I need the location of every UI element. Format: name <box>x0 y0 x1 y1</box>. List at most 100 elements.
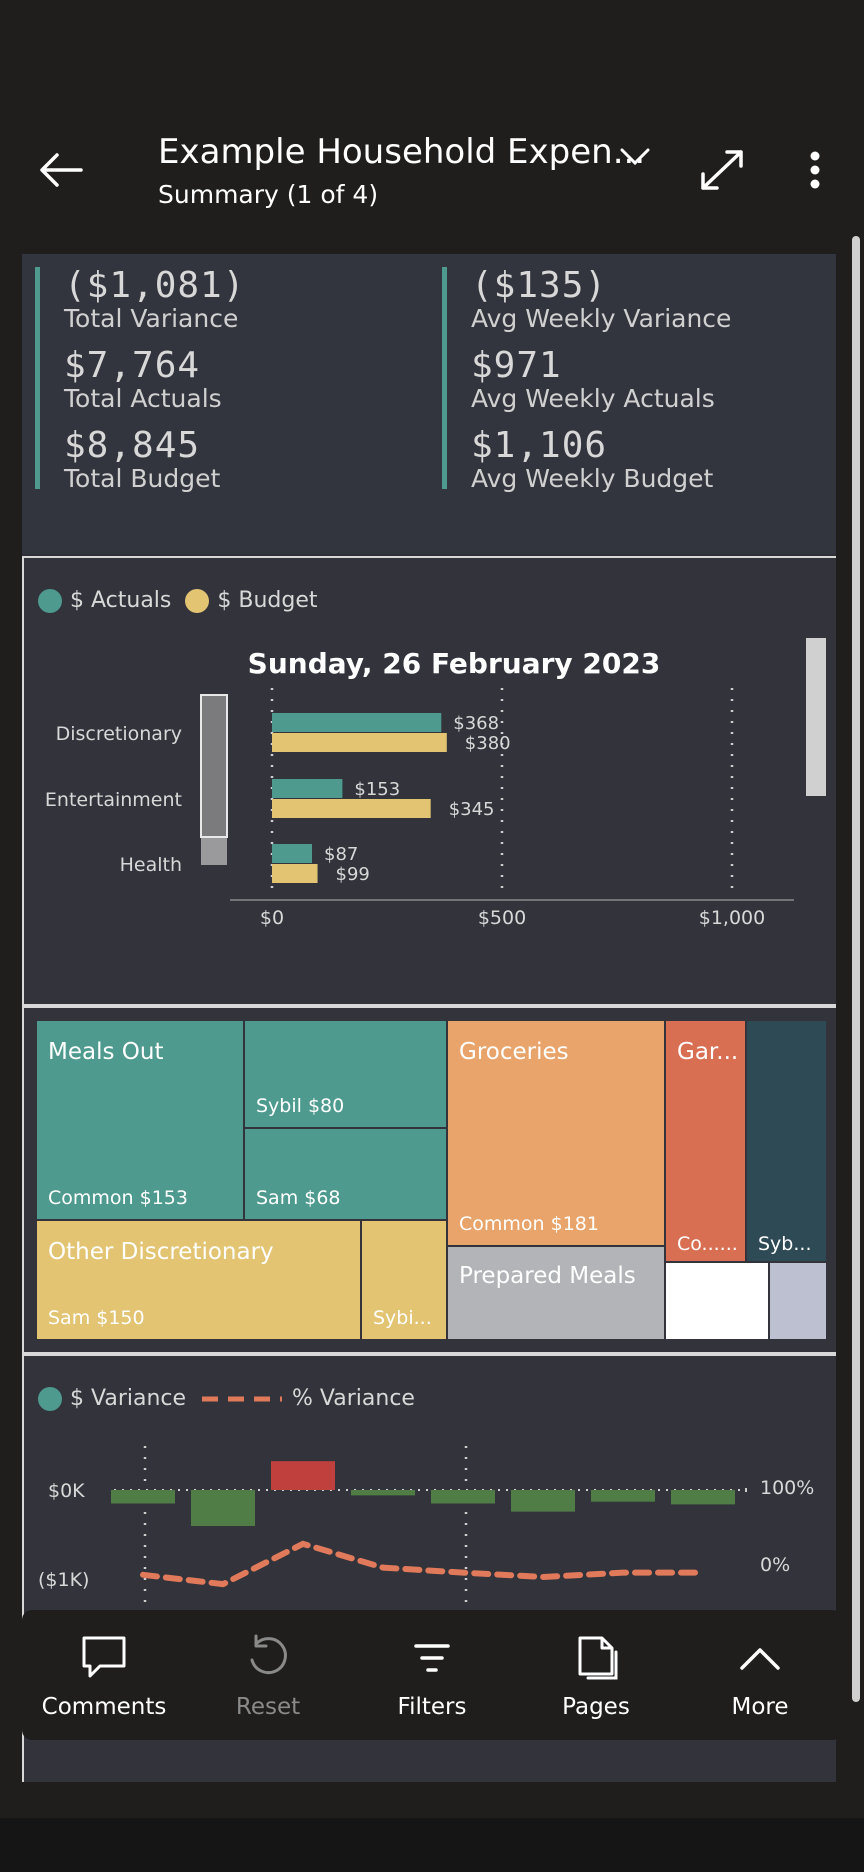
pages-label: Pages <box>562 1694 630 1720</box>
expense-treemap[interactable]: Meals Out Common $153 Sybil $80 Sam $68 … <box>36 1020 827 1340</box>
variance-bar <box>511 1490 575 1512</box>
treemap-meals-out-sam[interactable]: Sam $68 <box>244 1128 447 1220</box>
actuals-budget-bar-chart[interactable]: Sunday, 26 February 2023 $0 $500 $1,000 Dis… <box>24 618 836 1004</box>
treemap-label-gar-co: Co...... <box>677 1233 738 1255</box>
page-subtitle: Summary (1 of 4) <box>158 180 379 209</box>
treemap-small-lavender[interactable] <box>769 1262 827 1340</box>
pct-variance-line <box>140 1540 706 1588</box>
kpi-value: $7,764 <box>64 345 201 386</box>
variance-bar <box>431 1490 495 1504</box>
bar-actuals <box>272 713 442 732</box>
bar-actuals <box>272 779 343 798</box>
variance-bar <box>191 1490 255 1526</box>
reset-button[interactable]: Reset <box>186 1610 350 1740</box>
more-button[interactable]: More <box>678 1610 842 1740</box>
actuals-budget-chart-panel[interactable]: $ Actuals $ Budget Sunday, 26 February 2… <box>22 556 836 1006</box>
data-label: $153 <box>354 779 400 800</box>
report-canvas[interactable]: ($1,081) Total Variance $7,764 Total Act… <box>22 254 836 1782</box>
bar-budget <box>272 864 318 883</box>
treemap-prepared-meals[interactable]: Prepared Meals <box>447 1246 665 1340</box>
treemap-groceries-common[interactable]: Groceries Common $181 <box>447 1020 665 1246</box>
category-label: Health <box>120 854 182 876</box>
kpi-avg-weekly-variance[interactable]: ($135) Avg Weekly Variance <box>471 267 731 347</box>
treemap-label-sybil: Sybil $80 <box>256 1095 345 1117</box>
variance-bar <box>271 1461 335 1490</box>
treemap-meals-out-sybil[interactable]: Sybil $80 <box>244 1020 447 1128</box>
data-label: $99 <box>336 864 370 885</box>
kpi-avg-weekly-budget[interactable]: $1,106 Avg Weekly Budget <box>471 427 731 507</box>
expand-icon[interactable] <box>698 148 746 192</box>
category-label: Discretionary <box>56 723 182 745</box>
filter-icon <box>414 1644 450 1672</box>
chart-scrollbar-vertical[interactable] <box>806 638 826 796</box>
treemap-meals-out-common[interactable]: Meals Out Common $153 <box>36 1020 244 1220</box>
kpi-group-weekly: ($135) Avg Weekly Variance $971 Avg Week… <box>442 267 731 493</box>
kpi-avg-weekly-actuals[interactable]: $971 Avg Weekly Actuals <box>471 347 731 427</box>
legend-label-variance: $ Variance <box>70 1386 187 1411</box>
pages-icon <box>578 1636 618 1680</box>
legend-dot-budget <box>185 588 210 613</box>
treemap-syb[interactable]: Syb... <box>746 1020 827 1262</box>
legend-dash-pct-variance <box>202 1396 283 1401</box>
kpi-label: Avg Weekly Actuals <box>471 384 715 413</box>
data-label: $380 <box>465 733 511 754</box>
kpi-value: ($1,081) <box>64 265 246 306</box>
treemap-label-meals-out: Meals Out <box>48 1039 164 1065</box>
y-tick-left: $0K <box>48 1480 85 1502</box>
treemap-label-syb: Syb... <box>758 1233 812 1255</box>
variance-legend: $ Variance % Variance <box>38 1386 415 1411</box>
treemap-other-discretionary-sybi[interactable]: Sybi... <box>361 1220 447 1340</box>
chart-scrollbar-thumb[interactable] <box>200 694 228 838</box>
more-options-icon[interactable] <box>800 148 830 192</box>
comments-button[interactable]: Comments <box>22 1610 186 1740</box>
legend-label-budget: $ Budget <box>217 588 318 613</box>
chevron-down-icon[interactable] <box>618 140 652 174</box>
data-label: $368 <box>453 713 499 734</box>
page-scrollbar[interactable] <box>852 236 860 1702</box>
system-navigation-bar <box>0 1818 864 1872</box>
kpi-total-budget[interactable]: $8,845 Total Budget <box>64 427 245 507</box>
filters-button[interactable]: Filters <box>350 1610 514 1740</box>
kpi-value: $971 <box>471 345 562 386</box>
data-label: $345 <box>449 799 495 820</box>
chart-legend: $ Actuals $ Budget <box>38 588 318 613</box>
treemap-panel[interactable]: Meals Out Common $153 Sybil $80 Sam $68 … <box>22 1006 836 1354</box>
pages-button[interactable]: Pages <box>514 1610 678 1740</box>
y-tick-right: 0% <box>760 1554 790 1576</box>
treemap-small-white[interactable] <box>665 1262 769 1340</box>
treemap-label-gar: Gar... <box>677 1039 739 1065</box>
filters-label: Filters <box>397 1694 467 1720</box>
treemap-label-groceries: Groceries <box>459 1039 569 1065</box>
legend-dot-actuals <box>38 588 62 613</box>
variance-combo-chart[interactable]: $0K($1K)100%0%-100% <box>24 1416 836 1782</box>
bar-actuals <box>272 844 313 863</box>
treemap-gar[interactable]: Gar... Co...... <box>665 1020 746 1262</box>
y-tick-right: 100% <box>760 1477 814 1499</box>
kpi-label: Total Variance <box>64 304 239 333</box>
chevron-up-icon <box>740 1648 780 1670</box>
kpi-label: Total Actuals <box>64 384 222 413</box>
bar-budget <box>272 799 431 818</box>
more-label: More <box>731 1694 789 1720</box>
variance-bar <box>591 1490 655 1502</box>
treemap-other-discretionary-sam[interactable]: Other Discretionary Sam $150 <box>36 1220 361 1340</box>
app-header: Example Household Expen... Summary (1 of… <box>0 0 864 230</box>
treemap-label-groceries-common: Common $181 <box>459 1213 599 1235</box>
treemap-label-sam: Sam $68 <box>256 1187 341 1209</box>
back-arrow-icon[interactable] <box>36 148 86 192</box>
kpi-total-actuals[interactable]: $7,764 Total Actuals <box>64 347 245 427</box>
kpi-value: ($135) <box>471 265 608 306</box>
treemap-label-common: Common $153 <box>48 1187 188 1209</box>
kpi-value: $8,845 <box>64 425 201 466</box>
reset-label: Reset <box>235 1694 301 1720</box>
kpi-label: Avg Weekly Variance <box>471 304 732 333</box>
x-tick-label: $500 <box>478 907 526 929</box>
report-title[interactable]: Example Household Expen... <box>158 132 646 172</box>
kpi-total-variance[interactable]: ($1,081) Total Variance <box>64 267 245 347</box>
bar-budget <box>272 733 447 752</box>
kpi-label: Avg Weekly Budget <box>471 464 714 493</box>
treemap-label-other-discretionary: Other Discretionary <box>48 1239 274 1265</box>
kpi-panel: ($1,081) Total Variance $7,764 Total Act… <box>22 254 836 554</box>
treemap-label-prepared-meals: Prepared Meals <box>459 1263 636 1289</box>
variance-bar <box>111 1490 175 1504</box>
